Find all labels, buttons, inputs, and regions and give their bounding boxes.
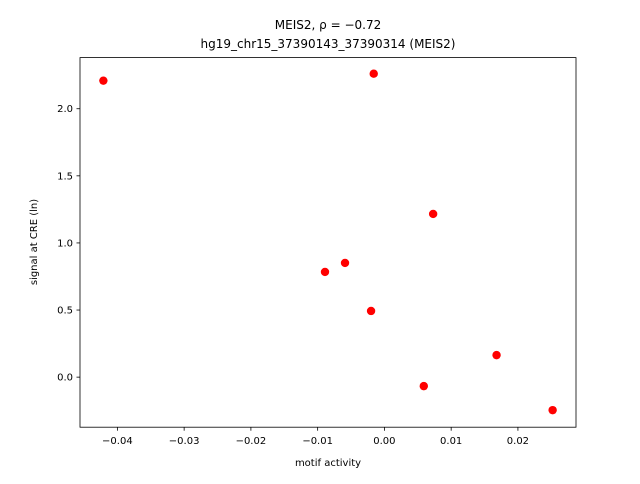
- y-axis-label: signal at CRE (ln): [29, 199, 40, 285]
- chart-title: MEIS2, ρ = −0.72: [275, 18, 381, 32]
- point: [428, 209, 438, 219]
- y-tick-label: 1.5: [57, 171, 73, 182]
- y-tick-label: 1.0: [57, 238, 73, 249]
- x-tick-label: −0.03: [169, 436, 200, 447]
- y-tick-label: 2.0: [57, 104, 73, 115]
- x-tick-label: 0.01: [440, 436, 462, 447]
- plot-frame: [79, 57, 577, 428]
- point: [366, 306, 376, 316]
- point: [419, 381, 428, 391]
- point: [548, 405, 557, 415]
- y-tick-label: 0.5: [57, 306, 73, 317]
- x-tick-label: −0.01: [302, 436, 333, 447]
- point: [99, 76, 108, 85]
- point: [320, 267, 330, 277]
- point: [369, 69, 378, 78]
- y-tick-label: 0.0: [57, 373, 73, 384]
- point: [492, 350, 501, 360]
- x-tick-label: −0.02: [236, 436, 267, 447]
- x-tick-label: −0.04: [102, 436, 133, 447]
- x-tick-label: 0.00: [373, 436, 395, 447]
- x-tick-label: 0.02: [507, 436, 529, 447]
- point: [340, 258, 350, 268]
- x-axis-label: motif activity: [295, 458, 361, 469]
- chart-subtitle: hg19_chr15_37390143_37390314 (MEIS2): [201, 37, 456, 51]
